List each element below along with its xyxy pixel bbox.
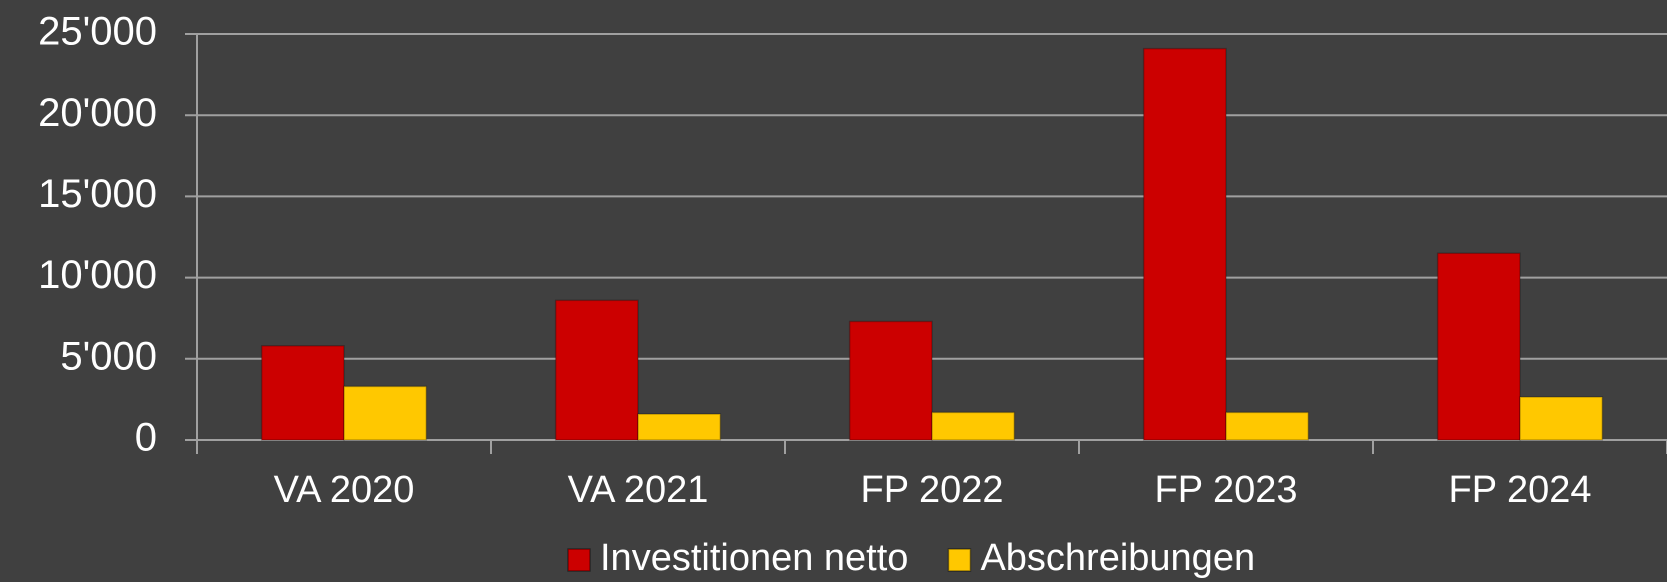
bar bbox=[1436, 252, 1521, 441]
bar bbox=[1519, 396, 1604, 441]
legend-label: Investitionen netto bbox=[600, 537, 908, 579]
bar bbox=[637, 413, 722, 441]
bar bbox=[554, 299, 639, 441]
bar bbox=[1225, 411, 1310, 441]
bar bbox=[848, 320, 933, 441]
legend-swatch bbox=[567, 548, 591, 572]
bar bbox=[931, 411, 1016, 441]
x-tick-label: VA 2020 bbox=[274, 469, 415, 511]
x-tick-label: FP 2023 bbox=[1155, 469, 1298, 511]
y-tick-label: 25'000 bbox=[38, 10, 157, 54]
x-tick-label: FP 2022 bbox=[861, 469, 1004, 511]
x-tick-label: FP 2024 bbox=[1449, 469, 1592, 511]
y-tick-label: 0 bbox=[135, 416, 157, 460]
legend-label: Abschreibungen bbox=[980, 537, 1255, 579]
y-tick-label: 10'000 bbox=[38, 253, 157, 297]
y-tick-label: 5'000 bbox=[60, 334, 157, 378]
y-tick-label: 20'000 bbox=[38, 91, 157, 135]
bar bbox=[260, 345, 345, 441]
bar bbox=[1142, 47, 1227, 441]
legend-swatch bbox=[947, 548, 972, 572]
bar bbox=[343, 385, 428, 441]
y-tick-label: 15'000 bbox=[38, 172, 157, 216]
x-tick-label: VA 2021 bbox=[568, 469, 709, 511]
